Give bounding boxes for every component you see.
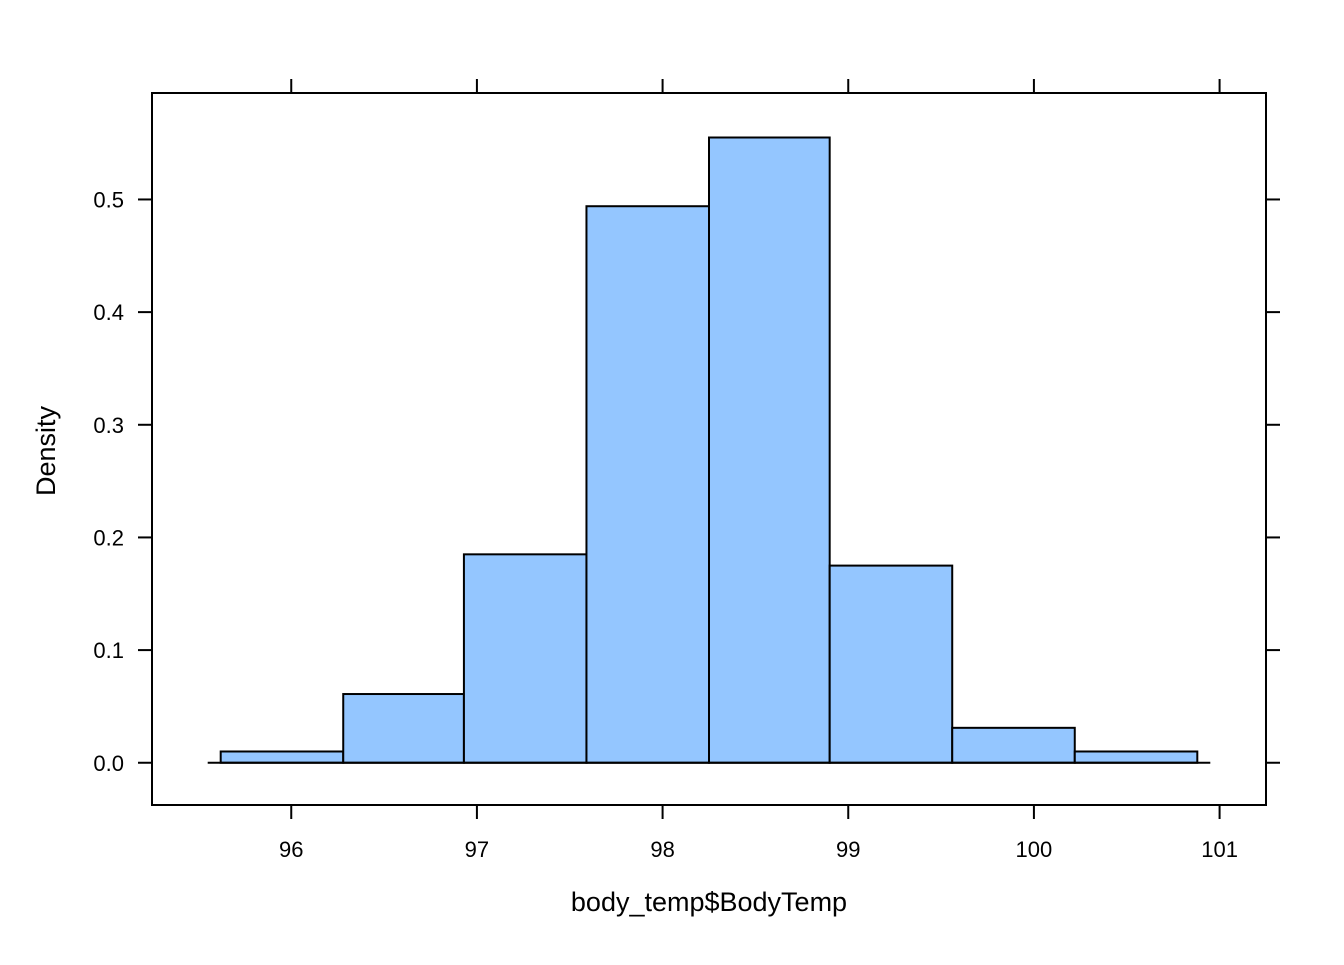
y-tick-label: 0.2 — [93, 525, 124, 550]
x-tick-label: 101 — [1201, 837, 1238, 862]
histogram-bar-6 — [828, 564, 954, 764]
y-axis: 0.0 0.1 0.2 0.3 0.4 0.5 — [93, 187, 1280, 776]
histogram-bar-8 — [1073, 750, 1199, 764]
plot-frame — [151, 92, 1267, 806]
x-tick-label: 98 — [650, 837, 674, 862]
x-tick-label: 100 — [1016, 837, 1053, 862]
histogram-bar-3 — [462, 553, 588, 764]
x-tick-label: 97 — [465, 837, 489, 862]
x-tick-label: 96 — [279, 837, 303, 862]
histogram-bar-2 — [342, 693, 465, 764]
x-axis-title: body_temp$BodyTemp — [571, 887, 847, 917]
y-tick-label: 0.3 — [93, 413, 124, 438]
x-tick-label: 99 — [836, 837, 860, 862]
histogram-bar-1 — [219, 750, 345, 764]
histogram-bar-4 — [585, 205, 711, 764]
histogram-bar-5 — [708, 136, 831, 764]
bars-layer — [219, 136, 1199, 764]
y-tick-label: 0.1 — [93, 638, 124, 663]
y-axis-title: Density — [31, 405, 61, 496]
x-axis: 96 97 98 99 100 101 — [279, 79, 1238, 862]
y-tick-label: 0.0 — [93, 751, 124, 776]
y-tick-label: 0.5 — [93, 187, 124, 212]
y-tick-label: 0.4 — [93, 300, 124, 325]
histogram-bar-7 — [951, 726, 1076, 764]
